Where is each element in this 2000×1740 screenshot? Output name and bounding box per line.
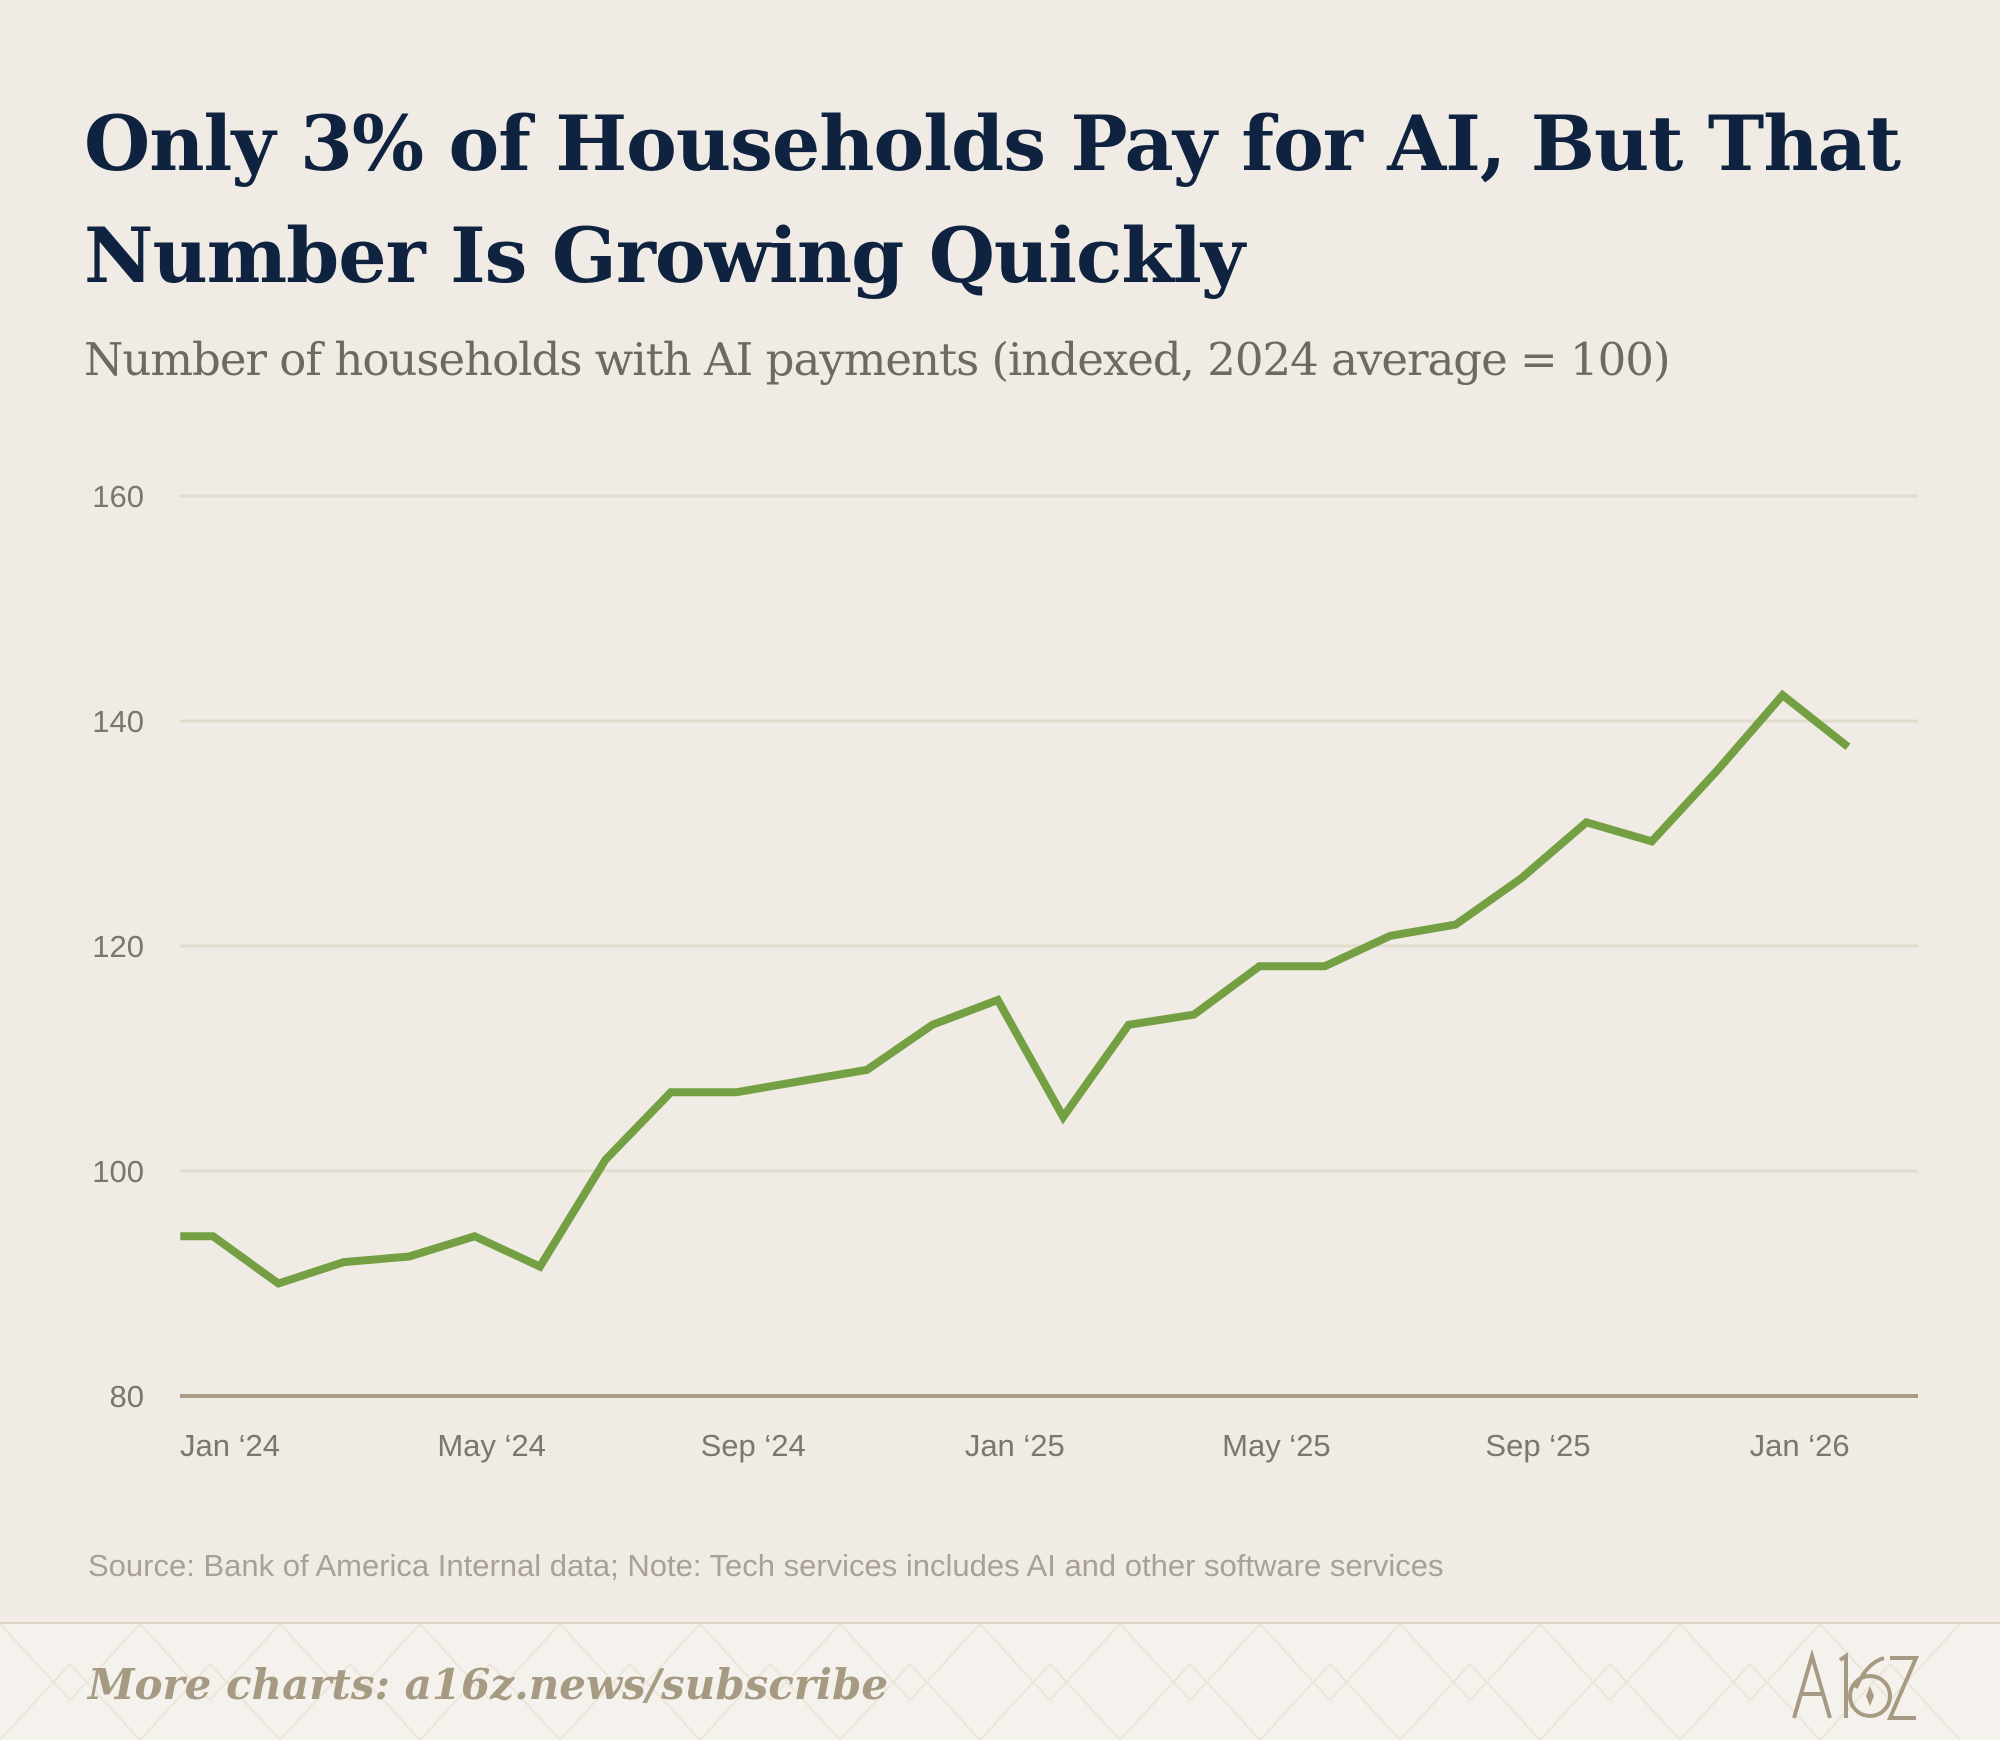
x-tick-label: Sep ‘25	[1485, 1428, 1590, 1463]
y-tick-label: 160	[92, 479, 144, 514]
x-tick-label: Jan ‘26	[1750, 1428, 1850, 1463]
y-tick-label: 120	[92, 929, 144, 964]
y-tick-label: 80	[110, 1379, 144, 1414]
subscribe-link[interactable]: More charts: a16z.news/subscribe	[88, 1660, 888, 1709]
series-line	[180, 695, 1848, 1283]
source-note: Source: Bank of America Internal data; N…	[88, 1548, 1888, 1584]
x-axis-ticks: Jan ‘24 May ‘24 Sep ‘24 Jan ‘25 May ‘25 Sep ‘…	[180, 1428, 1850, 1463]
x-tick-label: Jan ‘24	[180, 1428, 280, 1463]
y-axis-ticks: 80 100 120 140 160	[92, 479, 144, 1414]
a16z-logo	[1790, 1646, 1920, 1726]
series-layer	[180, 695, 1848, 1284]
footer-bar: More charts: a16z.news/subscribe	[0, 1622, 2000, 1740]
x-tick-label: May ‘25	[1222, 1428, 1331, 1463]
x-tick-label: Jan ‘25	[965, 1428, 1065, 1463]
x-tick-label: Sep ‘24	[701, 1428, 806, 1463]
a16z-logo-mark	[1790, 1646, 1920, 1726]
x-tick-label: May ‘24	[437, 1428, 546, 1463]
gridlines	[180, 496, 1918, 1396]
y-tick-label: 140	[92, 704, 144, 739]
y-tick-label: 100	[92, 1154, 144, 1189]
